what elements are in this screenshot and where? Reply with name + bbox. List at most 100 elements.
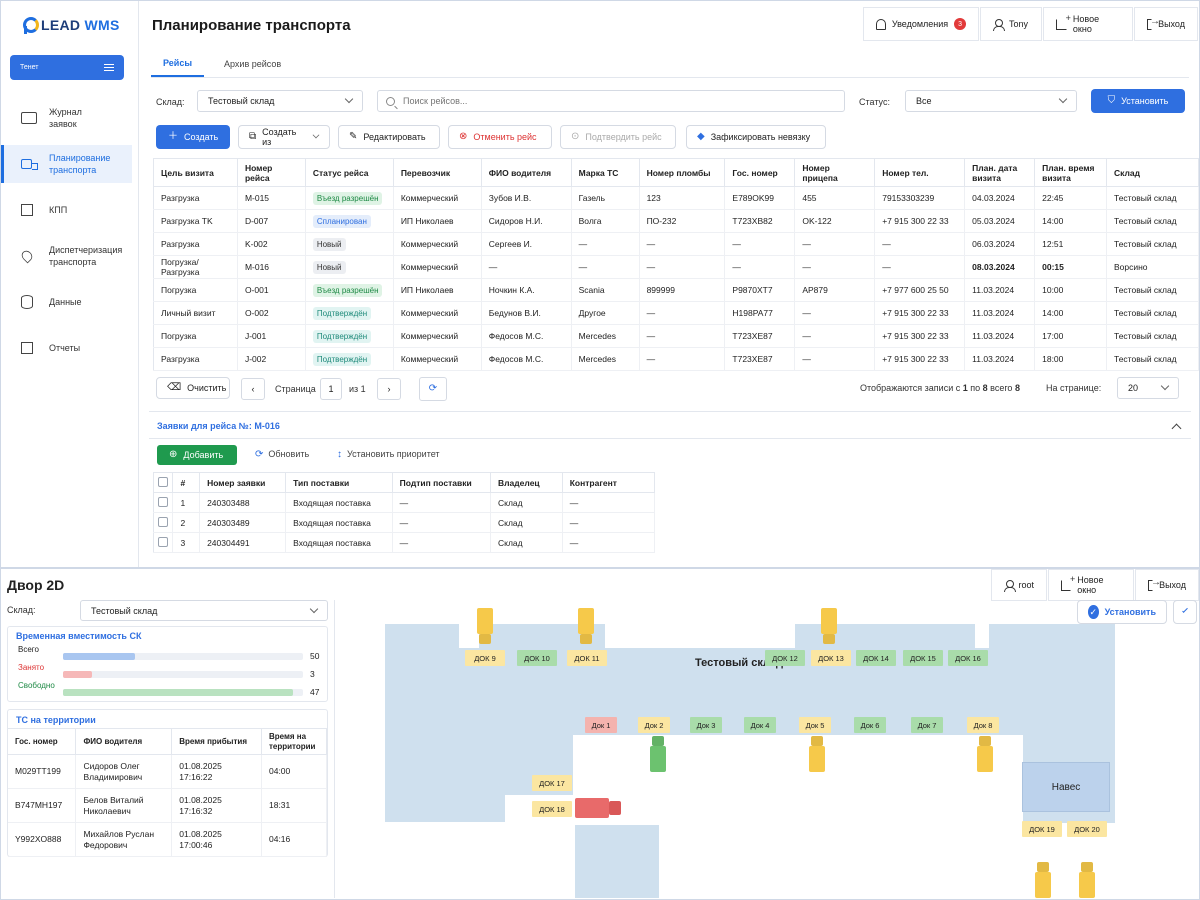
- column-header[interactable]: Номер пломбы: [639, 158, 726, 187]
- dock[interactable]: ДОК 10: [517, 650, 557, 666]
- cancel-trip-button[interactable]: ⊗ Отменить рейс: [448, 125, 552, 149]
- sidebar-item-data[interactable]: Данные: [1, 294, 133, 310]
- edit-button[interactable]: ✎ Редактировать: [338, 125, 440, 149]
- column-header[interactable]: Время на территории: [261, 728, 328, 755]
- table-row[interactable]: Разгрузка M-015 Въезд разрешён Коммерческий…: [153, 186, 1200, 210]
- table-row[interactable]: Погрузка/ Разгрузка M-016 Новый Коммерчески…: [153, 255, 1200, 279]
- row-checkbox[interactable]: [158, 496, 168, 507]
- dock[interactable]: ДОК 16: [948, 650, 988, 666]
- column-header[interactable]: Номер рейса: [237, 158, 306, 187]
- sidebar-item-transport-planning[interactable]: Планирование транспорта: [1, 145, 132, 183]
- confirm-trip-button[interactable]: ⊙ Подтвердить рейс: [560, 125, 676, 149]
- column-header[interactable]: Цель визита: [153, 158, 238, 187]
- dock[interactable]: Док 5: [799, 717, 831, 733]
- column-header[interactable]: Гос. номер: [724, 158, 796, 187]
- apply-button[interactable]: ✓ Установить: [1077, 600, 1167, 624]
- dock[interactable]: Док 1: [585, 717, 617, 733]
- truck-icon[interactable]: [809, 736, 825, 772]
- dock[interactable]: ДОК 14: [856, 650, 896, 666]
- notifications-button[interactable]: Уведомления 3: [863, 7, 979, 41]
- dock[interactable]: Док 3: [690, 717, 722, 733]
- dock[interactable]: ДОК 17: [532, 775, 572, 791]
- warehouse-select[interactable]: Тестовый склад: [80, 600, 328, 621]
- logo[interactable]: LEAD WMS: [21, 15, 120, 35]
- sidebar-item-checkpoint[interactable]: КПП: [1, 202, 133, 218]
- column-header[interactable]: ФИО водителя: [481, 158, 572, 187]
- table-row[interactable]: Разгрузка TK D-007 Спланирован ИП Николаев С…: [153, 209, 1200, 233]
- select-all-checkbox[interactable]: [158, 476, 168, 487]
- sidebar-item-reports[interactable]: Отчеты: [1, 340, 133, 356]
- fix-discrepancy-button[interactable]: ◆ Зафиксировать невязку: [686, 125, 826, 149]
- reload-button[interactable]: ⟳: [419, 377, 447, 401]
- status-select[interactable]: Все: [905, 90, 1077, 112]
- user-button[interactable]: Tony: [980, 7, 1042, 41]
- column-header[interactable]: План. дата визита: [964, 158, 1036, 187]
- truck-icon[interactable]: [1035, 862, 1051, 898]
- table-row[interactable]: 3 240304491 Входящая поставка — Склад —: [153, 532, 656, 553]
- dock[interactable]: ДОК 20: [1067, 821, 1107, 837]
- column-header[interactable]: Тип поставки: [285, 472, 393, 493]
- column-header[interactable]: Номер тел.: [874, 158, 966, 187]
- column-header[interactable]: Гос. номер: [8, 728, 77, 755]
- search-input[interactable]: [403, 96, 823, 106]
- canopy[interactable]: Навес: [1022, 762, 1110, 812]
- sidebar-item-dispatch[interactable]: Диспетчеризация транспорта: [1, 243, 133, 269]
- column-header[interactable]: Подтип поставки: [392, 472, 492, 493]
- dock[interactable]: ДОК 9: [465, 650, 505, 666]
- new-window-button[interactable]: Новое окно: [1048, 569, 1134, 601]
- table-row[interactable]: Y992XO888 Михайлов Руслан Федорович 01.08.…: [8, 822, 328, 857]
- column-header[interactable]: Владелец: [490, 472, 563, 493]
- dock[interactable]: ДОК 15: [903, 650, 943, 666]
- table-row[interactable]: Разгрузка K-002 Новый Коммерческий Сергеев И…: [153, 232, 1200, 256]
- new-window-button[interactable]: Новое окно: [1043, 7, 1133, 41]
- dock[interactable]: Док 4: [744, 717, 776, 733]
- dock[interactable]: Док 8: [967, 717, 999, 733]
- page-number-input[interactable]: 1: [320, 378, 342, 400]
- column-header[interactable]: Склад: [1106, 158, 1200, 187]
- table-row[interactable]: M029TT199 Сидоров Олег Владимирович 01.08.…: [8, 754, 328, 789]
- row-checkbox[interactable]: [158, 516, 168, 527]
- tenant-selector-button[interactable]: Тенет: [10, 55, 124, 80]
- column-header[interactable]: Номер прицепа: [794, 158, 876, 187]
- column-header[interactable]: ФИО водителя: [75, 728, 173, 755]
- dock[interactable]: ДОК 12: [765, 650, 805, 666]
- table-row[interactable]: Погрузка O-001 Въезд разрешён ИП Николаев Но…: [153, 278, 1200, 302]
- table-row[interactable]: 2 240303489 Входящая поставка — Склад —: [153, 512, 656, 533]
- truck-icon[interactable]: [575, 798, 621, 818]
- column-header[interactable]: #: [172, 472, 201, 493]
- create-from-button[interactable]: ⧉ Создать из: [238, 125, 330, 149]
- table-row[interactable]: Личный визит O-002 Подтверждён Коммерческий…: [153, 301, 1200, 325]
- truck-icon[interactable]: [821, 608, 837, 644]
- truck-icon[interactable]: [977, 736, 993, 772]
- refresh-requests-button[interactable]: ⟳ Обновить: [255, 449, 310, 460]
- warehouse-select[interactable]: Тестовый склад: [197, 90, 363, 112]
- yard-map[interactable]: Тестовый склад Навес ДОК 9 ДОК 10 ДОК 11 ДО…: [334, 600, 1199, 898]
- per-page-select[interactable]: 20: [1117, 377, 1179, 399]
- dock[interactable]: Док 6: [854, 717, 886, 733]
- tab-trips[interactable]: Рейсы: [151, 51, 205, 77]
- dock[interactable]: ДОК 11: [567, 650, 607, 666]
- dock[interactable]: Док 7: [911, 717, 943, 733]
- column-header[interactable]: Номер заявки: [199, 472, 287, 493]
- dock[interactable]: ДОК 19: [1022, 821, 1062, 837]
- table-row[interactable]: B747MH197 Белов Виталий Николаевич 01.08.2…: [8, 788, 328, 823]
- prev-page-button[interactable]: ‹: [241, 378, 265, 400]
- row-checkbox[interactable]: [158, 536, 168, 547]
- create-button[interactable]: ＋ Создать: [156, 125, 230, 149]
- apply-options-button[interactable]: [1173, 600, 1197, 624]
- clear-button[interactable]: ⌫ Очистить: [156, 377, 230, 399]
- column-header[interactable]: Контрагент: [562, 472, 656, 493]
- dock[interactable]: ДОК 13: [811, 650, 851, 666]
- column-header[interactable]: Статус рейса: [305, 158, 394, 187]
- truck-icon[interactable]: [650, 736, 666, 772]
- apply-filter-button[interactable]: ⛉ Установить: [1091, 89, 1185, 113]
- next-page-button[interactable]: ›: [377, 378, 401, 400]
- table-row[interactable]: 1 240303488 Входящая поставка — Склад —: [153, 492, 656, 513]
- exit-button[interactable]: Выход: [1134, 7, 1198, 41]
- column-header[interactable]: План. время визита: [1034, 158, 1107, 187]
- table-row[interactable]: Разгрузка J-002 Подтверждён Коммерческий Фед…: [153, 347, 1200, 371]
- set-priority-button[interactable]: ↕ Установить приоритет: [337, 449, 440, 460]
- truck-icon[interactable]: [578, 608, 594, 644]
- column-header[interactable]: Время прибытия: [171, 728, 262, 755]
- dock[interactable]: Док 2: [638, 717, 670, 733]
